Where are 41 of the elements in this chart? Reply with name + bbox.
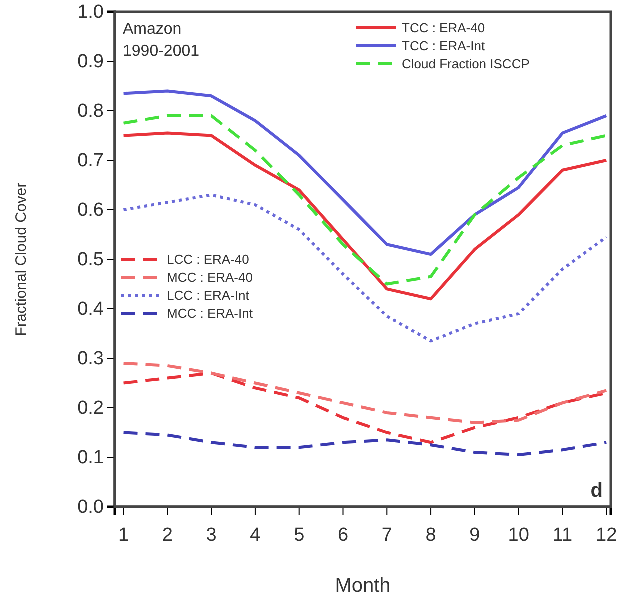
y-tick-label: 0.6 <box>78 200 104 222</box>
x-tick-label: 8 <box>426 524 436 546</box>
line-series <box>122 90 608 256</box>
legend-label: TCC : ERA-40 <box>402 20 486 36</box>
legend-label: MCC : ERA-Int <box>167 306 254 322</box>
y-tick-label: 0.7 <box>78 150 104 172</box>
x-tick-label: 1 <box>118 524 130 546</box>
y-tick-label: 0.2 <box>78 398 104 420</box>
x-axis-title: Month <box>335 575 391 597</box>
x-tick-label: 2 <box>162 524 173 546</box>
legend-label: Cloud Fraction ISCCP <box>402 56 530 72</box>
legend-label: TCC : ERA-Int <box>402 38 486 54</box>
line-series <box>122 114 608 286</box>
y-tick-label: 0.3 <box>78 348 104 370</box>
line-series <box>122 362 608 424</box>
legend-label: LCC : ERA-Int <box>167 288 250 304</box>
x-tick-label: 5 <box>294 524 305 546</box>
x-tick-label: 7 <box>382 524 392 546</box>
y-tick-label: 0.9 <box>78 52 104 73</box>
line-series <box>122 194 608 343</box>
y-tick-label: 0.4 <box>78 299 104 320</box>
y-tick-label: 0.5 <box>78 250 104 271</box>
y-tick-label: 0.8 <box>78 101 104 122</box>
text: 1990-2001 <box>123 43 200 60</box>
line-series <box>122 132 608 301</box>
y-tick-label: 1.0 <box>78 2 104 24</box>
y-tick-label: 0.0 <box>78 497 104 518</box>
annotation: d <box>590 480 603 502</box>
x-tick-label: 10 <box>508 524 530 546</box>
x-tick-label: 11 <box>552 524 573 546</box>
x-tick-label: 12 <box>596 524 618 546</box>
x-tick-label: 4 <box>250 524 262 546</box>
y-axis-title: Fractional Cloud Cover <box>13 182 30 336</box>
y-tick-label: 0.1 <box>78 448 104 469</box>
text: Amazon <box>123 21 182 38</box>
legend-label: LCC : ERA-40 <box>167 252 250 268</box>
x-tick-label: 9 <box>470 524 480 546</box>
x-tick-label: 3 <box>206 524 217 546</box>
legend-label: MCC : ERA-40 <box>167 270 253 286</box>
x-tick-label: 6 <box>338 524 349 546</box>
line-series <box>122 431 608 457</box>
